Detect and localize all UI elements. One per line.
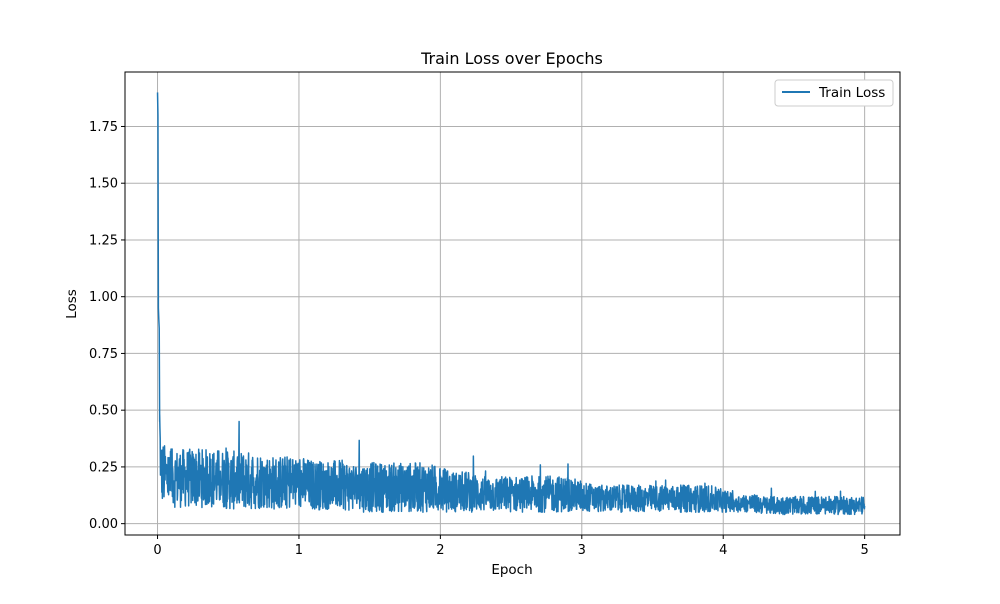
y-tick-label: 0.00 (89, 517, 118, 532)
line-layer (156, 92, 866, 516)
axes-layer (124, 71, 901, 536)
plot-frame (124, 71, 901, 536)
legend-label: Train Loss (818, 85, 885, 101)
legend: Train Loss (774, 79, 894, 107)
x-tick-label: 1 (295, 543, 303, 558)
x-axis-label: Epoch (491, 562, 532, 578)
chart-title: Train Loss over Epochs (420, 49, 603, 68)
y-tick-label: 1.50 (89, 177, 118, 192)
x-tick-label: 5 (861, 543, 869, 558)
y-tick-label: 1.00 (89, 290, 118, 305)
y-tick-label: 0.75 (89, 347, 118, 362)
ticks-layer: 0 1 2 3 4 5 0.00 0.25 0.50 0.75 1.00 1.25 1.50 1.75 (89, 120, 869, 558)
y-tick-label: 1.75 (89, 120, 118, 135)
x-tick-label: 3 (578, 543, 586, 558)
x-tick-label: 2 (436, 543, 444, 558)
y-tick-label: 0.50 (89, 404, 118, 419)
train-loss-line (156, 92, 866, 516)
legend-box (774, 79, 894, 107)
y-tick-label: 1.25 (89, 233, 118, 248)
grid-layer (125, 72, 900, 535)
y-axis-label: Loss (64, 289, 80, 319)
x-tick-label: 0 (153, 543, 161, 558)
y-tick-label: 0.25 (89, 460, 118, 475)
x-tick-label: 4 (719, 543, 727, 558)
